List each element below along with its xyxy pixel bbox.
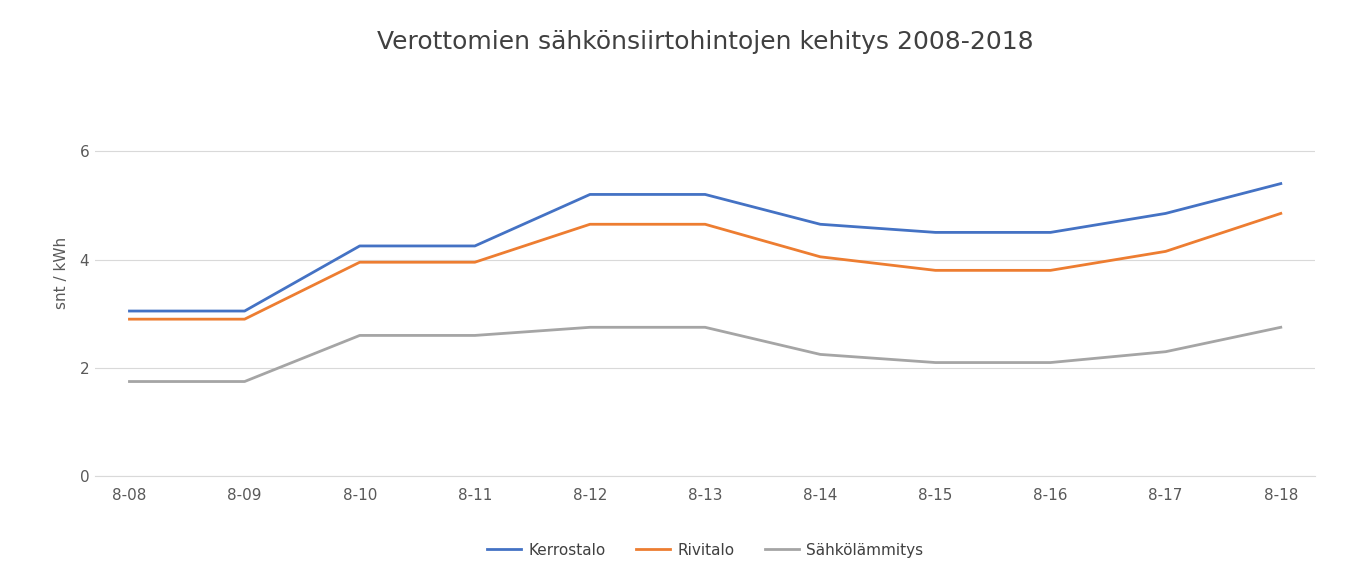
Kerrostalo (1273, 180, 1290, 187)
Legend: Kerrostalo, Rivitalo, Sähkölämmitys: Kerrostalo, Rivitalo, Sähkölämmitys (481, 537, 929, 564)
Sähkölämmitys (1273, 324, 1290, 331)
Sähkölämmitys (121, 378, 137, 385)
Rivitalo (582, 221, 598, 228)
Sähkölämmitys (466, 332, 483, 339)
Rivitalo (121, 315, 137, 322)
Sähkölämmitys (928, 359, 944, 366)
Kerrostalo (697, 191, 713, 198)
Line: Sähkölämmitys: Sähkölämmitys (129, 327, 1281, 382)
Kerrostalo (351, 242, 367, 249)
Sähkölämmitys (697, 324, 713, 331)
Kerrostalo (1158, 210, 1174, 217)
Sähkölämmitys (351, 332, 367, 339)
Line: Rivitalo: Rivitalo (129, 213, 1281, 319)
Kerrostalo (812, 221, 829, 228)
Rivitalo (1043, 267, 1059, 274)
Sähkölämmitys (1158, 348, 1174, 355)
Kerrostalo (582, 191, 598, 198)
Title: Verottomien sähkönsiirtohintojen kehitys 2008-2018: Verottomien sähkönsiirtohintojen kehitys… (377, 30, 1033, 54)
Rivitalo (928, 267, 944, 274)
Y-axis label: snt / kWh: snt / kWh (53, 237, 69, 309)
Kerrostalo (121, 307, 137, 314)
Rivitalo (466, 259, 483, 266)
Sähkölämmitys (1043, 359, 1059, 366)
Kerrostalo (1043, 229, 1059, 236)
Rivitalo (351, 259, 367, 266)
Rivitalo (697, 221, 713, 228)
Kerrostalo (466, 242, 483, 249)
Kerrostalo (928, 229, 944, 236)
Line: Kerrostalo: Kerrostalo (129, 184, 1281, 311)
Rivitalo (812, 253, 829, 260)
Rivitalo (1158, 248, 1174, 255)
Kerrostalo (236, 307, 252, 314)
Sähkölämmitys (812, 351, 829, 358)
Rivitalo (236, 315, 252, 322)
Sähkölämmitys (582, 324, 598, 331)
Rivitalo (1273, 210, 1290, 217)
Sähkölämmitys (236, 378, 252, 385)
